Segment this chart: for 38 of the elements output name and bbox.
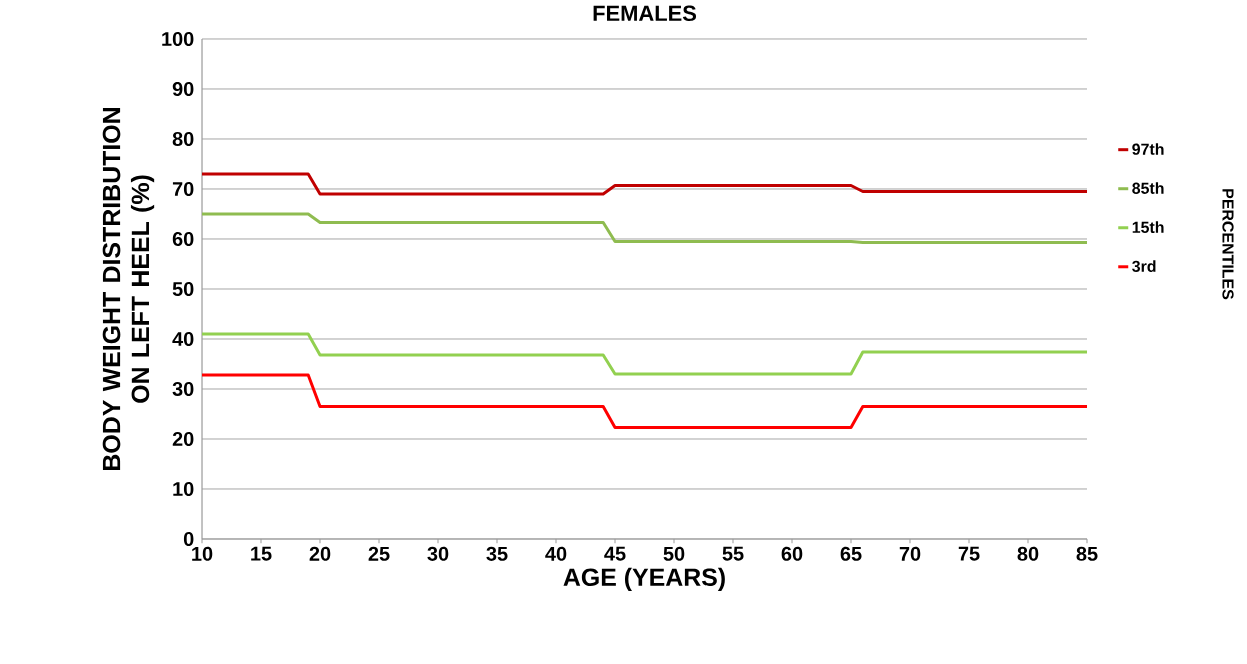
y-tick-label: 70	[172, 181, 194, 197]
y-tick-label: 10	[173, 481, 194, 497]
x-tick-label: 80	[1017, 546, 1039, 561]
x-tick-label: 20	[309, 546, 331, 561]
legend-label: 85th	[1132, 182, 1164, 194]
x-tick-label: 60	[781, 546, 803, 561]
y-tick-label: 20	[172, 431, 194, 447]
y-tick-label: 30	[172, 381, 194, 397]
x-tick-label: 55	[722, 546, 744, 561]
x-tick-label: 25	[368, 546, 390, 561]
y-tick-label: 60	[172, 231, 194, 247]
legend-label: 3rd	[1132, 260, 1156, 272]
x-tick-label: 70	[899, 546, 921, 561]
legend-label: 15th	[1132, 221, 1164, 233]
x-tick-label: 10	[192, 546, 213, 561]
y-tick-label: 40	[172, 331, 194, 347]
x-axis-title: AGE (YEARS)	[563, 567, 725, 591]
x-tick-label: 50	[663, 546, 685, 561]
x-tick-label: 45	[604, 546, 626, 561]
x-tick-label: 65	[840, 546, 862, 561]
x-tick-label: 30	[427, 546, 449, 561]
x-tick-label: 75	[958, 546, 980, 561]
chart-title: FEMALES	[593, 5, 697, 22]
y-tick-label: 50	[172, 281, 194, 297]
line-series	[200, 172, 1089, 196]
line-series	[200, 212, 1089, 244]
x-tick-label: 15	[251, 546, 272, 561]
y-tick-label: 90	[172, 81, 194, 97]
x-tick-label: 35	[486, 546, 508, 561]
y-axis-title: BODY WEIGHT DISTRIBUTION ON LEFT HEEL (%)	[102, 108, 155, 470]
line-series	[200, 332, 1089, 376]
legend-label: 97th	[1132, 143, 1164, 155]
x-tick-label: 40	[545, 546, 567, 561]
y-tick-label: 0	[183, 531, 194, 547]
x-tick-label: 85	[1076, 546, 1098, 561]
legend-title: PERCENTILES	[1222, 189, 1234, 300]
y-tick-label: 80	[172, 131, 194, 147]
y-tick-label: 100	[162, 31, 194, 47]
